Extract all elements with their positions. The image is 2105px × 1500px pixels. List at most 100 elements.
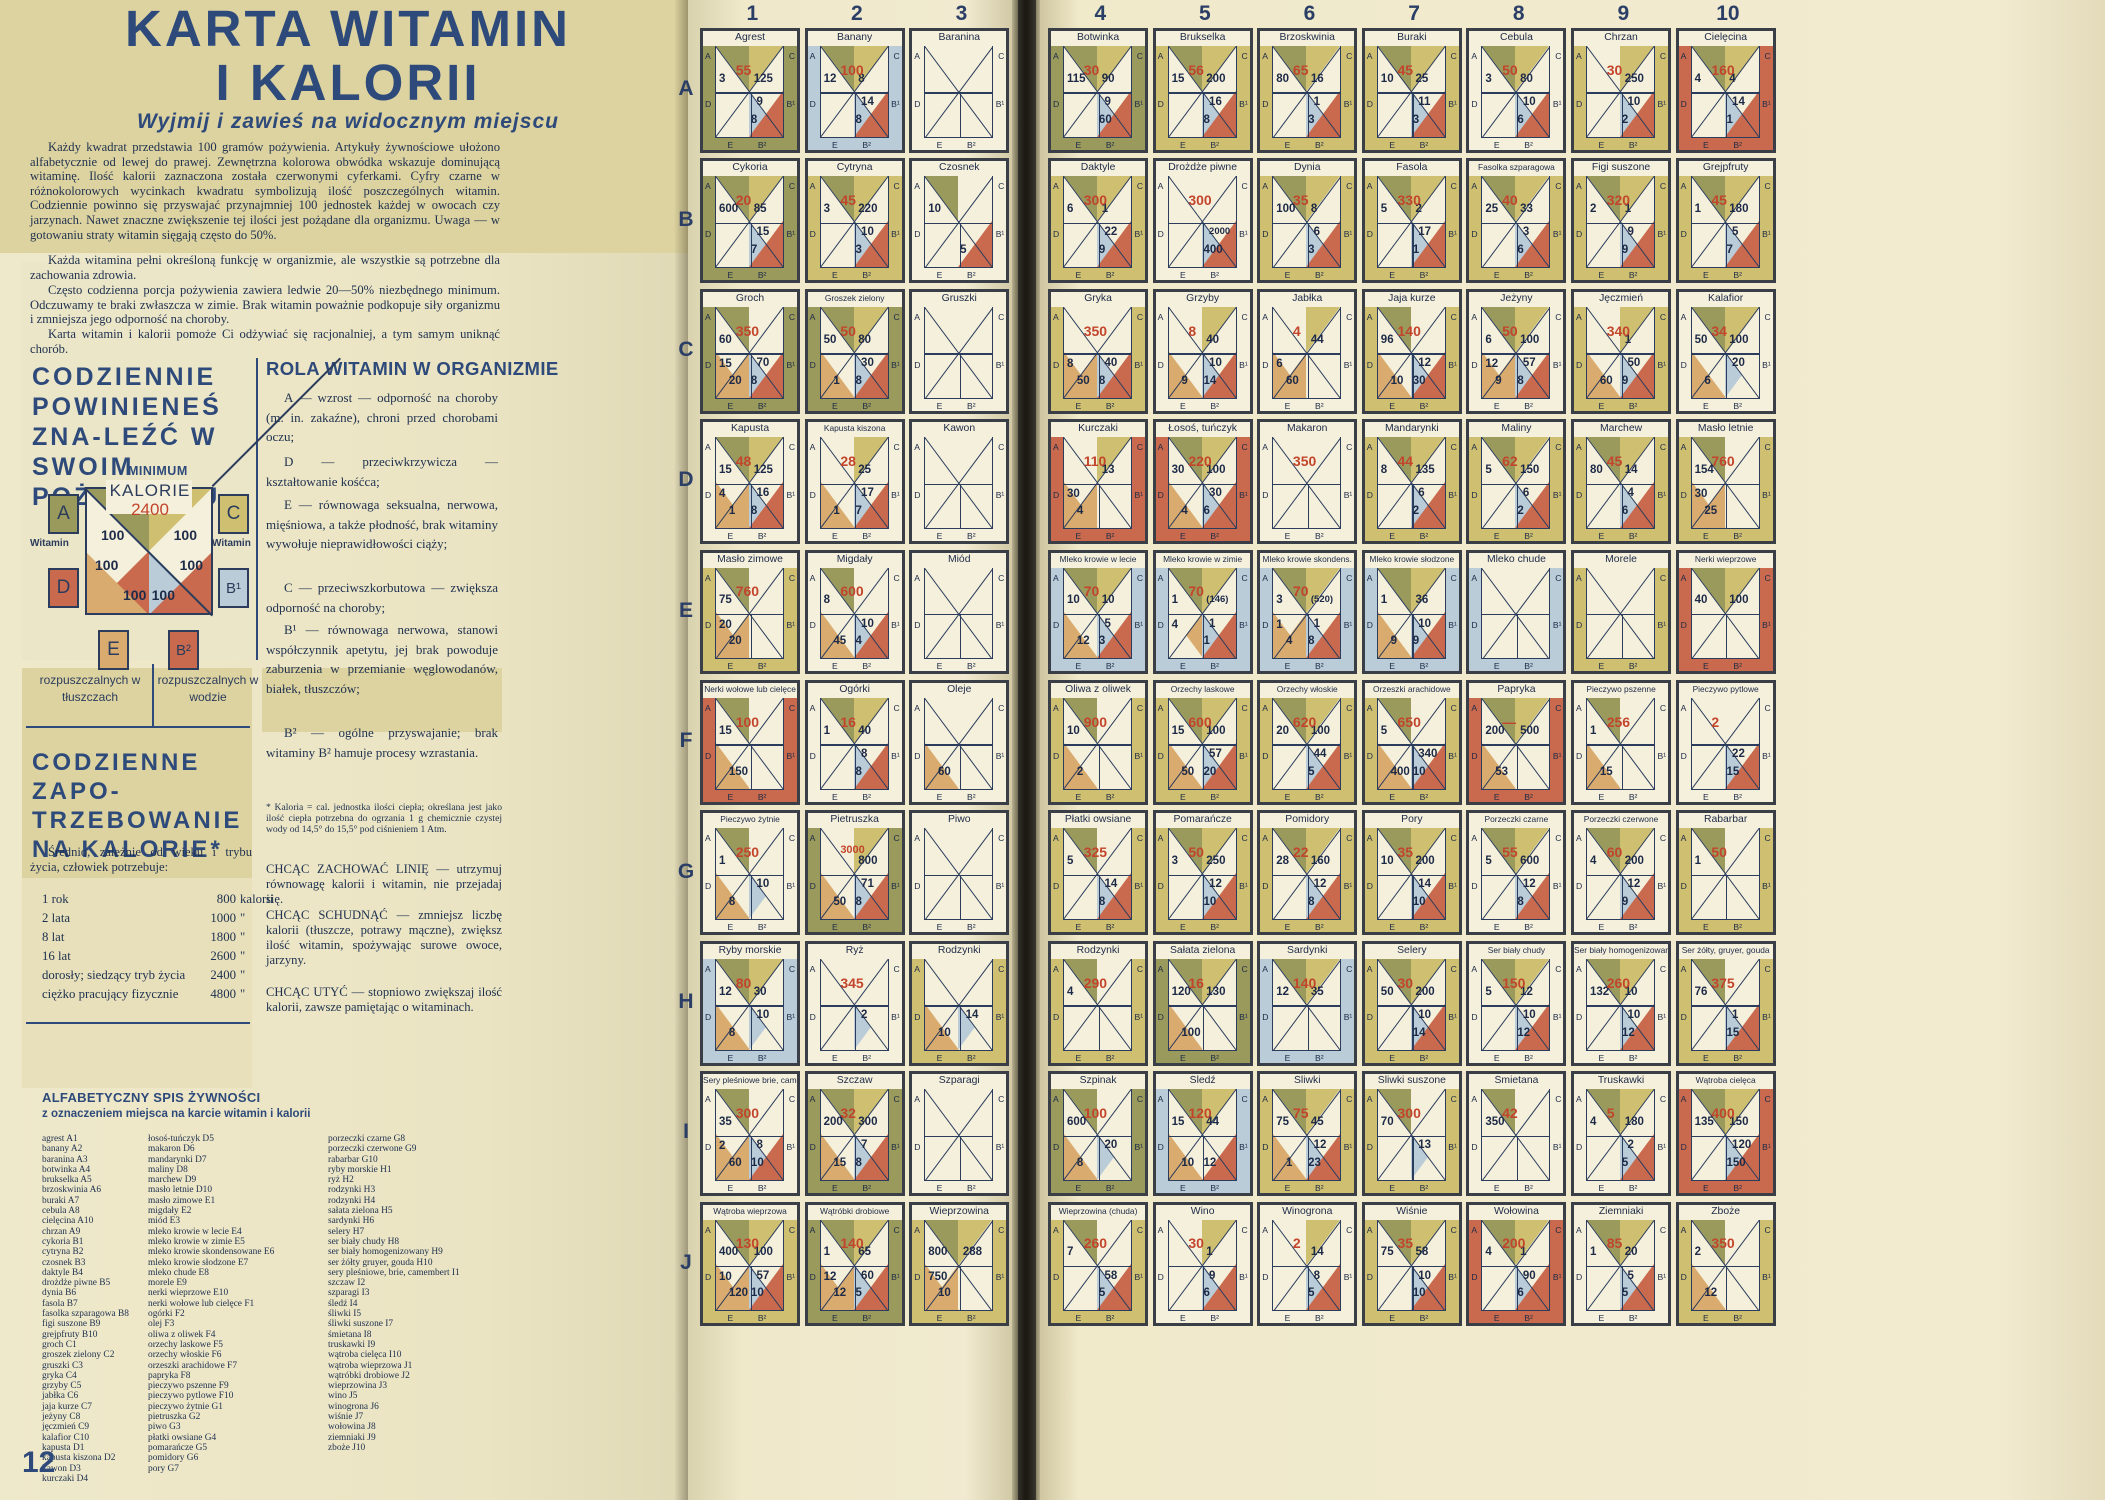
food-cell[interactable]: Porzeczki czarne A C D B¹ E B² 5 600 12 8 55 [1466, 810, 1567, 936]
food-cell[interactable]: Morele A C D B¹ E B² [1571, 549, 1672, 675]
food-cell[interactable]: Pietruszka A C D B¹ E B² 800 71 50 8 3000 [804, 810, 905, 936]
food-cell[interactable]: Kurczaki A C D B¹ E B² 13 30 4 110 [1048, 419, 1149, 545]
food-cell[interactable]: Nerki wołowe lub cielęce A C D B¹ E B² 15 150 100 [700, 680, 801, 805]
food-cell[interactable]: Chrzan A C D B¹ E B² 250 10 2 30 [1571, 28, 1672, 153]
food-cell[interactable]: Porzeczki czerwone A C D B¹ E B² 4 200 12 9 60 [1571, 810, 1672, 936]
food-cell[interactable]: Orzechy włoskie A C D B¹ E B² 20 100 44 5 620 [1257, 680, 1358, 805]
food-cell[interactable]: Buraki A C D B¹ E B² 10 25 11 3 45 [1361, 28, 1462, 153]
food-cell[interactable]: Rodzynki A C D B¹ E B² 14 10 [909, 940, 1010, 1066]
food-cell[interactable]: Jęczmień A C D B¹ E B² 1 50 60 9 340 [1571, 288, 1672, 414]
food-cell[interactable]: Wątróbki drobiowe A C D B¹ E B² 1 65 12 60 12 5 140 [804, 1201, 905, 1327]
food-cell[interactable]: Cielęcina A C D B¹ E B² 4 4 14 1 160 [1675, 28, 1776, 153]
food-cell[interactable]: Jeżyny A C D B¹ E B² 6 100 12 57 9 8 50 [1466, 288, 1567, 414]
food-cell[interactable]: Makaron A C D B¹ E B² 350 [1257, 419, 1358, 545]
food-cell[interactable]: Brukselka A C D B¹ E B² 15 200 16 8 56 [1152, 28, 1253, 153]
food-cell[interactable]: Śledź A C D B¹ E B² 15 44 10 12 120 [1152, 1071, 1253, 1197]
food-cell[interactable]: Oliwa z oliwek A C D B¹ E B² 10 2 900 [1048, 680, 1149, 805]
food-cell[interactable]: Banany A C D B¹ E B² 12 8 14 8 100 [804, 28, 905, 153]
food-cell[interactable]: Brzoskwinia A C D B¹ E B² 80 16 1 3 65 [1257, 28, 1358, 153]
food-cell[interactable]: Pieczywo żytnie A C D B¹ E B² 1 10 8 250 [700, 810, 801, 936]
food-cell[interactable]: Mandarynki A C D B¹ E B² 8 135 6 2 44 [1361, 419, 1462, 545]
food-cell[interactable]: Drożdże piwne A C D B¹ E B² 2000 400 300 [1152, 158, 1253, 284]
food-cell[interactable]: Ogórki A C D B¹ E B² 1 40 8 8 16 [804, 680, 905, 805]
food-cell[interactable]: Ziemniaki A C D B¹ E B² 1 20 5 5 85 [1571, 1201, 1672, 1327]
food-cell[interactable]: Mleko krowie w lecie A C D B¹ E B² 10 10 5 12 3 70 [1048, 549, 1149, 675]
food-cell[interactable]: Pomidory A C D B¹ E B² 28 160 12 8 22 [1257, 810, 1358, 936]
food-cell[interactable]: Wieprzowina A C D B¹ E B² 800 288 750 10 [909, 1201, 1010, 1327]
food-cell[interactable]: Figi suszone A C D B¹ E B² 2 1 9 9 320 [1571, 158, 1672, 284]
food-cell[interactable]: Masło letnie A C D B¹ E B² 154 30 25 760 [1675, 419, 1776, 545]
food-cell[interactable]: Ryż A C D B¹ E B² 2 345 [804, 940, 905, 1066]
food-cell[interactable]: Grzyby A C D B¹ E B² 40 10 9 14 8 [1152, 288, 1253, 414]
food-cell[interactable]: Masło zimowe A C D B¹ E B² 75 20 20 760 [700, 549, 801, 675]
food-cell[interactable]: Wątroba wieprzowa A C D B¹ E B² 400 100 10 57 120 10… [700, 1201, 801, 1327]
food-cell[interactable]: Rabarbar A C D B¹ E B² 1 50 [1675, 810, 1776, 936]
food-cell[interactable]: Pieczywo pytlowe A C D B¹ E B² 22 15 2 [1675, 680, 1776, 805]
food-cell[interactable]: Kalafior A C D B¹ E B² 50 100 20 6 34 [1675, 288, 1776, 414]
food-cell[interactable]: Mleko krowie słodzone A C D B¹ E B² 1 36 10 9 9 [1361, 549, 1462, 675]
food-cell[interactable]: Wiśnie A C D B¹ E B² 75 58 10 10 35 [1361, 1201, 1462, 1327]
food-cell[interactable]: Rodzynki A C D B¹ E B² 4 290 [1048, 940, 1149, 1066]
food-cell[interactable]: Piwo A C D B¹ E B² [909, 810, 1010, 936]
food-cell[interactable]: Sardynki A C D B¹ E B² 12 35 140 [1257, 940, 1358, 1066]
food-cell[interactable]: Wołowina A C D B¹ E B² 4 1 90 6 200 [1466, 1201, 1567, 1327]
food-cell[interactable]: Śliwki A C D B¹ E B² 75 45 12 1 23 75 [1257, 1071, 1358, 1197]
food-cell[interactable]: Groch A C D B¹ E B² 60 15 70 20 8 350 [700, 288, 801, 414]
food-cell[interactable]: Wino A C D B¹ E B² 1 9 6 30 [1152, 1201, 1253, 1327]
food-cell[interactable]: Jaja kurze A C D B¹ E B² 96 12 10 30 140 [1361, 288, 1462, 414]
food-cell[interactable]: Zboże A C D B¹ E B² 2 12 350 [1675, 1201, 1776, 1327]
food-cell[interactable]: Cebula A C D B¹ E B² 3 80 10 6 50 [1466, 28, 1567, 153]
food-cell[interactable]: Ser biały homogenizowany A C D B¹ E B² 132 10 10 1… [1571, 940, 1672, 1066]
food-cell[interactable]: Mleko chude A C D B¹ E B² [1466, 549, 1567, 675]
food-cell[interactable]: Marchew A C D B¹ E B² 80 14 4 6 45 [1571, 419, 1672, 545]
food-cell[interactable]: Oleje A C D B¹ E B² 60 [909, 680, 1010, 805]
food-cell[interactable]: Sałata zielona A C D B¹ E B² 120 130 100 16 [1152, 940, 1253, 1066]
food-cell[interactable]: Śliwki suszone A C D B¹ E B² 70 13 300 [1361, 1071, 1462, 1197]
food-cell[interactable]: Dynia A C D B¹ E B² 100 8 6 3 35 [1257, 158, 1358, 284]
food-cell[interactable]: Płatki owsiane A C D B¹ E B² 5 14 8 325 [1048, 810, 1149, 936]
food-cell[interactable]: Cytryna A C D B¹ E B² 3 220 10 3 45 [804, 158, 905, 284]
food-cell[interactable]: Kapusta kiszona A C D B¹ E B² 25 17 1 7 28 [804, 419, 905, 545]
food-cell[interactable]: Jabłka A C D B¹ E B² 44 6 60 4 [1257, 288, 1358, 414]
food-cell[interactable]: Gruszki A C D B¹ E B² [909, 288, 1010, 414]
food-cell[interactable]: Mleko krowie w zimie A C D B¹ E B² 1 (146) 4 1 1 70 [1152, 549, 1253, 675]
food-cell[interactable]: Czosnek A C D B¹ E B² 10 5 [909, 158, 1010, 284]
food-cell[interactable]: Winogrona A C D B¹ E B² 14 8 5 2 [1257, 1201, 1358, 1327]
food-cell[interactable]: Orzeszki arachidowe A C D B¹ E B² 5 340 400 10 650 [1361, 680, 1462, 805]
food-cell[interactable]: Grejpfruty A C D B¹ E B² 1 180 5 7 45 [1675, 158, 1776, 284]
food-cell[interactable]: Szczaw A C D B¹ E B² 200 300 7 15 8 32 [804, 1071, 905, 1197]
food-cell[interactable]: Fasola A C D B¹ E B² 5 2 17 1 330 [1361, 158, 1462, 284]
food-cell[interactable]: Orzechy laskowe A C D B¹ E B² 15 100 57 50 20 600 [1152, 680, 1253, 805]
food-cell[interactable]: Agrest A C D B¹ E B² 3 125 9 8 55 [700, 28, 801, 153]
food-cell[interactable]: Gryka A C D B¹ E B² 8 40 50 8 350 [1048, 288, 1149, 414]
food-cell[interactable]: Łosoś, tuńczyk A C D B¹ E B² 30 100 30 4 6 220 [1152, 419, 1253, 545]
food-cell[interactable]: Cykoria A C D B¹ E B² 600 85 15 7 20 [700, 158, 801, 284]
food-cell[interactable]: Wieprzowina (chuda) A C D B¹ E B² 7 58 5 260 [1048, 1201, 1149, 1327]
food-cell[interactable]: Pory A C D B¹ E B² 10 200 14 10 35 [1361, 810, 1462, 936]
food-cell[interactable]: Kawon A C D B¹ E B² [909, 419, 1010, 545]
food-cell[interactable]: Truskawki A C D B¹ E B² 4 180 2 5 5 [1571, 1071, 1672, 1197]
food-cell[interactable]: Śmietana A C D B¹ E B² 350 42 [1466, 1071, 1567, 1197]
food-cell[interactable]: Sery pleśniowe brie, camembertACDB¹EB²35… [700, 1071, 801, 1197]
food-cell[interactable]: Botwinka A C D B¹ E B² 115 90 9 60 30 [1048, 28, 1149, 153]
food-cell[interactable]: Fasolka szparagowa A C D B¹ E B² 25 33 3 6 40 [1466, 158, 1567, 284]
food-cell[interactable]: Wątroba cielęca A C D B¹ E B² 135 150 120 150 400 [1675, 1071, 1776, 1197]
food-cell[interactable]: Ryby morskie A C D B¹ E B² 12 30 10 8 80 [700, 940, 801, 1066]
food-cell[interactable]: Papryka A C D B¹ E B² 200 500 53— [1466, 680, 1567, 805]
food-cell[interactable]: Groszek zielony A C D B¹ E B² 50 80 30 1 8 50 [804, 288, 905, 414]
food-cell[interactable]: Baranina A C D B¹ E B² [909, 28, 1010, 153]
food-cell[interactable]: Szpinak A C D B¹ E B² 600 20 8 100 [1048, 1071, 1149, 1197]
food-cell[interactable]: Maliny A C D B¹ E B² 5 150 6 2 62 [1466, 419, 1567, 545]
food-cell[interactable]: Mleko krowie skondens. A C D B¹ E B² 3 (520) 1 1 4 8… [1257, 549, 1358, 675]
food-cell[interactable]: Daktyle A C D B¹ E B² 6 1 22 9 300 [1048, 158, 1149, 284]
food-cell[interactable]: Ser biały chudy A C D B¹ E B² 5 12 10 12 150 [1466, 940, 1567, 1066]
food-cell[interactable]: Selery A C D B¹ E B² 50 200 10 14 30 [1361, 940, 1462, 1066]
food-cell[interactable]: Szparagi A C D B¹ E B² [909, 1071, 1010, 1197]
food-cell[interactable]: Miód A C D B¹ E B² [909, 549, 1010, 675]
food-cell[interactable]: Pomarańcze A C D B¹ E B² 3 250 12 10 50 [1152, 810, 1253, 936]
food-cell[interactable]: Nerki wieprzowe A C D B¹ E B² 40 100 [1675, 549, 1776, 675]
food-cell[interactable]: Kapusta A C D B¹ E B² 15 125 4 16 1 8 48 [700, 419, 801, 545]
food-cell[interactable]: Migdały A C D B¹ E B² 8 10 45 4 600 [804, 549, 905, 675]
food-cell[interactable]: Ser żółty, gruyer, gouda A C D B¹ E B² 76 1 15 375 [1675, 940, 1776, 1066]
food-cell[interactable]: Pieczywo pszenne A C D B¹ E B² 1 15 256 [1571, 680, 1672, 805]
